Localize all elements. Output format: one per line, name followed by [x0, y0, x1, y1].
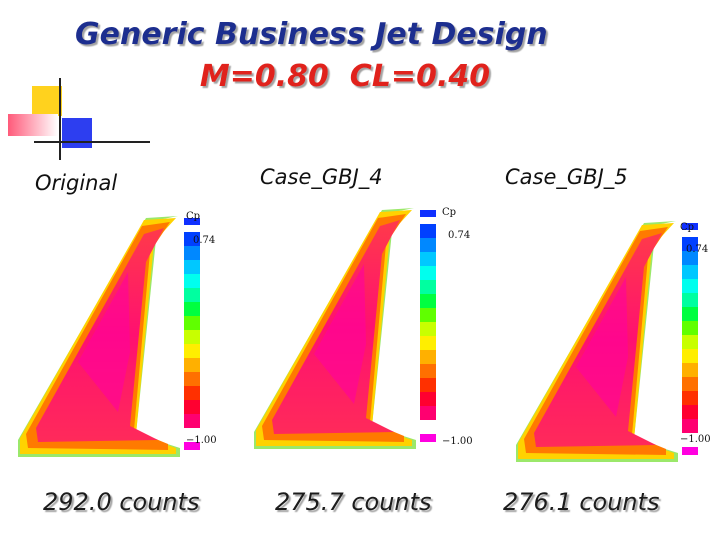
title: Generic Business Jet Design — [75, 17, 548, 52]
result: 292.0 counts — [43, 488, 200, 516]
scale-label: Cp — [680, 222, 694, 233]
scale-max: 0.74 — [193, 235, 215, 246]
deco — [62, 118, 92, 148]
subtitle: M=0.80 CL=0.40 — [200, 59, 490, 94]
deco — [32, 86, 62, 116]
scale-max: 0.74 — [686, 244, 708, 255]
scale-min: −1.00 — [680, 434, 711, 445]
panel-label: Case_GBJ_4 — [260, 165, 383, 190]
panel-label: Original — [35, 171, 117, 195]
cp-contour — [516, 221, 698, 462]
scale-max: 0.74 — [448, 230, 470, 241]
result: 276.1 counts — [503, 488, 660, 516]
scale-label: Cp — [442, 207, 456, 218]
panel-label: Case_GBJ_5 — [505, 165, 628, 190]
cp-contour — [254, 208, 436, 449]
cp-contour — [18, 216, 200, 457]
scale-min: −1.00 — [186, 435, 217, 446]
scale-min: −1.00 — [442, 436, 473, 447]
result: 275.7 counts — [275, 488, 432, 516]
deco — [8, 114, 58, 136]
scale-label: Cp — [186, 211, 200, 222]
